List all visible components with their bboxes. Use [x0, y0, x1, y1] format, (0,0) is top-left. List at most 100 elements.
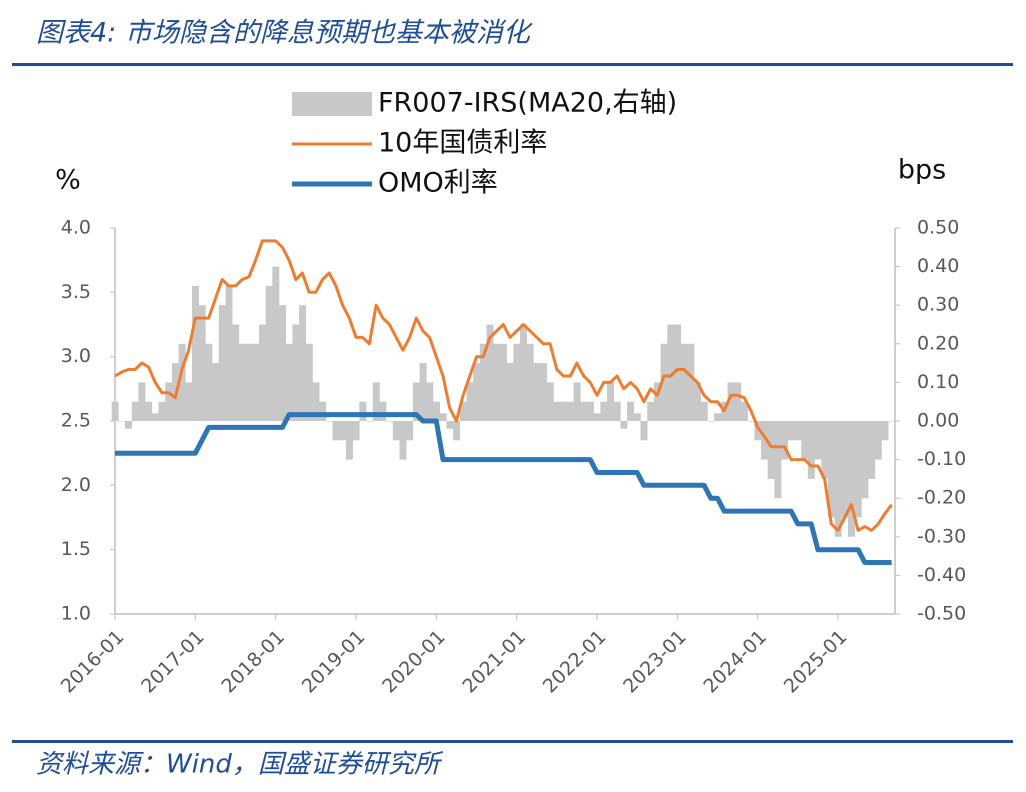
legend-label: OMO利率: [378, 168, 498, 199]
bar: [198, 305, 206, 421]
bar: [325, 421, 333, 422]
y-tick-label: 3.0: [61, 345, 91, 367]
y2-axis-label: bps: [898, 155, 946, 186]
bar: [680, 343, 688, 421]
bar: [459, 401, 467, 421]
bar: [191, 285, 199, 421]
bar: [125, 421, 133, 429]
bar: [560, 401, 568, 421]
x-tick-label: 2018-01: [217, 626, 289, 698]
bar: [339, 421, 347, 441]
bar: [593, 413, 601, 421]
source: 资料来源：Wind，国盛证券研究所: [36, 750, 444, 780]
bar: [714, 413, 722, 421]
bar: [694, 382, 702, 421]
bar: [386, 421, 394, 422]
bar: [827, 421, 835, 518]
bar: [499, 343, 507, 421]
bar: [566, 401, 574, 421]
bar: [312, 382, 320, 421]
bar: [787, 421, 795, 441]
bar: [392, 421, 400, 441]
bar: [660, 343, 668, 421]
bar: [513, 343, 521, 421]
x-tick-label: 2021-01: [458, 626, 530, 698]
bar: [131, 401, 139, 421]
bar: [466, 382, 474, 421]
bar: [486, 324, 494, 421]
bar: [620, 421, 628, 429]
bar: [279, 305, 287, 421]
x-tick-label: 2019-01: [298, 626, 370, 698]
line: [114, 239, 893, 532]
bar: [740, 401, 748, 421]
bar: [319, 401, 327, 421]
bar: [473, 363, 481, 421]
bar: [667, 324, 675, 421]
bar: [138, 382, 146, 421]
bar: [580, 401, 588, 421]
bar: [305, 343, 313, 421]
bar: [252, 343, 260, 421]
bar: [359, 401, 367, 421]
bar: [707, 421, 715, 422]
bar: [285, 343, 293, 421]
bar: [761, 421, 769, 460]
bar: [185, 382, 193, 421]
top-rule: [12, 63, 1013, 66]
bar: [432, 401, 440, 421]
bar: [520, 324, 528, 421]
bar: [399, 421, 407, 460]
bar: [834, 421, 842, 537]
y2-tick-label: 0.10: [917, 371, 959, 393]
bar: [573, 382, 581, 421]
bar: [854, 421, 862, 518]
y2-tick-label: 0.30: [917, 294, 959, 316]
line: [115, 412, 892, 565]
bar: [145, 401, 153, 421]
y-tick-label: 2.0: [61, 474, 91, 496]
y2-tick-label: -0.10: [917, 448, 966, 470]
bar: [506, 363, 514, 421]
bar: [653, 382, 661, 421]
bar: [700, 401, 708, 421]
bar: [647, 401, 655, 421]
y-tick-label: 1.5: [61, 538, 91, 560]
bar: [419, 363, 427, 421]
y2-tick-label: -0.20: [917, 487, 966, 509]
bar: [781, 421, 789, 460]
y-tick-label: 3.5: [61, 281, 91, 303]
x-tick-label: 2025-01: [780, 626, 852, 698]
y-axis-label: %: [55, 165, 81, 196]
bar: [727, 382, 735, 421]
y2-tick-label: 0.20: [917, 332, 959, 354]
bar: [479, 343, 487, 421]
bar: [814, 421, 822, 460]
bar: [151, 413, 159, 421]
bar: [841, 421, 849, 518]
bar: [747, 421, 755, 422]
plot: 1.0 1.5 2.0 2.5 3.0 3.5 4.0 -0.50 -0.40 -0.30 -0.2…: [57, 88, 966, 698]
x-tick-label: 2017-01: [137, 626, 209, 698]
bar: [446, 421, 454, 429]
bar: [801, 421, 809, 460]
bar: [600, 401, 608, 421]
bar: [218, 305, 226, 421]
bar: [627, 401, 635, 421]
x-tick-label: 2016-01: [57, 626, 129, 698]
bar: [232, 324, 240, 421]
y2-tick-label: 0.40: [917, 255, 959, 277]
bar: [345, 421, 353, 460]
bar: [439, 413, 447, 421]
x-tick-label: 2024-01: [699, 626, 771, 698]
legend-label: FR007-IRS(MA20,右轴): [378, 88, 677, 119]
legend-label: 10年国债利率: [378, 128, 547, 159]
bar: [225, 285, 233, 421]
y2-tick-label: 0.50: [917, 217, 959, 239]
bar: [406, 421, 414, 441]
bar: [372, 382, 380, 421]
bar: [299, 305, 307, 421]
bar: [633, 413, 641, 421]
bar: [754, 421, 762, 441]
